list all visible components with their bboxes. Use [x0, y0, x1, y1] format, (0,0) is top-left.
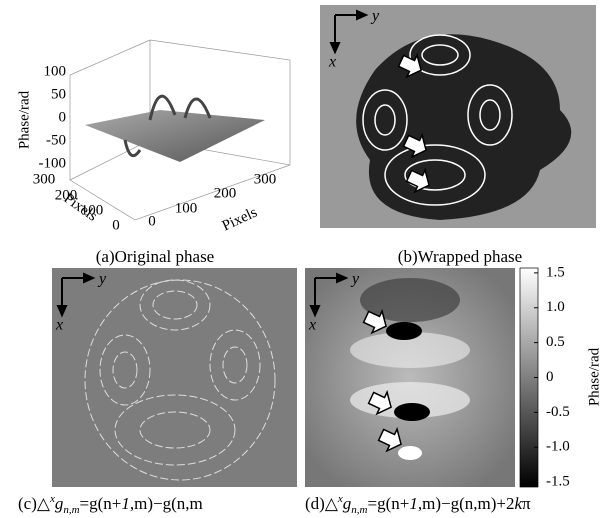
caption-part: g	[343, 494, 352, 513]
z-label: Phase/rad	[16, 90, 32, 149]
caption-part: g	[55, 494, 64, 513]
axis-label: x	[55, 317, 63, 334]
colorbar-tick-label: 1.0	[546, 299, 565, 315]
z-tick-label: -50	[46, 132, 66, 148]
axis-label: y	[350, 271, 360, 288]
x-tick-label: 0	[112, 217, 120, 233]
z-tick-label: 0	[59, 109, 67, 125]
y-tick-label: 200	[214, 185, 237, 201]
caption: (b)Wrapped phase	[398, 247, 522, 266]
axis-label: y	[97, 271, 107, 288]
colorbar-label: Phase/rad	[586, 347, 602, 406]
z-tick-label: -100	[39, 155, 67, 171]
caption: (d)△xgn,m=g(n+1,m)−g(n,m)+2kπ	[305, 493, 531, 516]
caption-part: 1	[409, 494, 418, 513]
x-tick-label: 300	[33, 171, 56, 187]
z-tick-label: 100	[44, 63, 67, 79]
wrapped-phase-image	[320, 5, 596, 228]
colorbar-tick-label: -0.5	[546, 404, 570, 420]
axis-label: x	[308, 317, 316, 334]
y-tick-label: 100	[175, 200, 198, 216]
corrected-image	[305, 268, 515, 487]
gradient-image	[52, 268, 297, 487]
colorbar-tick-label: -1.5	[546, 474, 570, 490]
z-tick-label: 50	[51, 86, 66, 102]
caption: (a)Original phase	[96, 247, 214, 266]
y-label: Pixels	[220, 204, 260, 234]
caption-part: (c)△	[18, 494, 51, 513]
x-tick-label: 100	[81, 202, 104, 218]
colorbar-tick-label: 0.5	[546, 334, 565, 350]
axis-label: y	[370, 8, 380, 25]
caption-part: =g(n+	[80, 494, 122, 513]
colorbar-tick-label: 0	[546, 369, 554, 385]
caption-part: ,m)−g(n,m)+2	[418, 494, 515, 513]
colorbar-tick-label: 1.5	[546, 264, 565, 280]
caption-part: π	[522, 494, 531, 513]
colorbar-tick-label: -1.0	[546, 439, 570, 455]
caption-part: (d)△	[305, 494, 339, 513]
x-tick-label: 200	[55, 187, 78, 203]
caption-part: n,m	[351, 504, 367, 516]
caption: (c)△xgn,m=g(n+1,m)−g(n,m	[18, 493, 203, 516]
caption-part: n,m	[63, 504, 79, 516]
axis-label: x	[328, 54, 336, 71]
figure: Phase/rad Pixels Pixels (a)Original phas…	[0, 0, 610, 518]
caption-part: ,m)−g(n,m	[130, 494, 203, 513]
caption-part: 1	[121, 494, 130, 513]
caption-part: =g(n+	[368, 494, 410, 513]
y-tick-label: 300	[254, 171, 277, 187]
surface-plot	[70, 40, 290, 220]
y-tick-label: 0	[148, 213, 156, 229]
